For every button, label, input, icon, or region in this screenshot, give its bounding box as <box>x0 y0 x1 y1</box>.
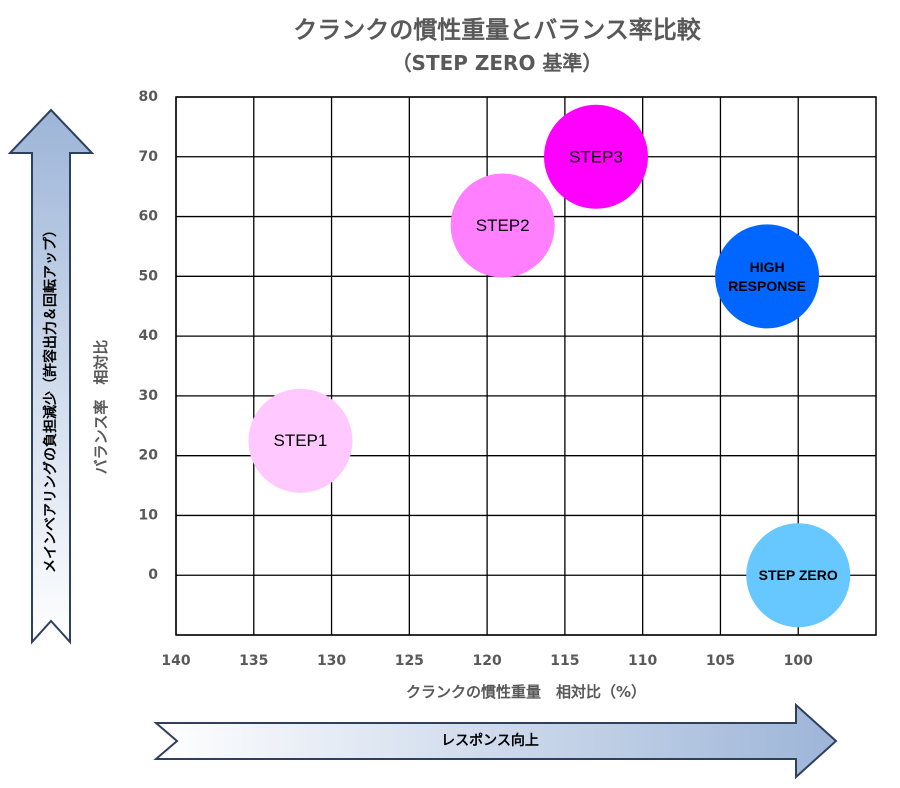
y-tick-label: 0 <box>148 567 158 583</box>
y-tick-label: 10 <box>139 507 159 523</box>
bubble: HIGH RESPONSE <box>715 224 820 329</box>
bubble: STEP ZERO <box>746 523 851 628</box>
chart-subtitle: （STEP ZERO 基準） <box>392 51 603 75</box>
bubble-label: STEP3 <box>569 147 623 166</box>
bubble-label: RESPONSE <box>728 278 806 294</box>
bubble-label: STEP ZERO <box>759 567 838 583</box>
bubble: STEP3 <box>544 104 648 209</box>
horizontal-arrow: レスポンス向上 <box>153 702 838 780</box>
x-tick-label: 125 <box>395 653 424 669</box>
bubble: STEP1 <box>248 388 353 493</box>
bubble-circle <box>544 104 648 209</box>
bubble-circle <box>248 388 353 493</box>
x-tick-label: 140 <box>161 653 190 669</box>
y-axis-title: バランス率 相対比 <box>92 340 110 475</box>
bubble-circle <box>715 224 820 329</box>
plot-border <box>175 96 877 636</box>
x-axis-title: クランクの慣性重量 相対比（%） <box>406 683 646 701</box>
y-tick-label: 60 <box>139 209 159 225</box>
x-tick-label: 130 <box>317 653 346 669</box>
y-tick-label: 30 <box>139 388 159 404</box>
y-tick-label: 80 <box>139 89 159 105</box>
bubble-label: HIGH <box>750 259 785 275</box>
y-tick-label: 20 <box>139 448 159 464</box>
y-tick-label: 40 <box>139 328 159 344</box>
horizontal-arrow-label: レスポンス向上 <box>441 732 539 749</box>
bubble-circle <box>746 523 851 628</box>
y-tick-label: 50 <box>139 268 159 284</box>
y-tick-label: 70 <box>139 149 159 165</box>
vertical-arrow: メインベアリングの負担減少（許容出力＆回転アップ） <box>7 108 95 645</box>
x-tick-label: 120 <box>472 653 501 669</box>
vertical-arrow-label: メインベアリングの負担減少（許容出力＆回転アップ） <box>42 223 59 573</box>
bubble-label: STEP1 <box>274 431 328 450</box>
x-tick-label: 110 <box>628 653 657 669</box>
bubbles: STEP ZERO HIGH RESPONSE STEP1 STEP2 STEP3 <box>248 104 851 628</box>
x-tick-label: 100 <box>784 653 813 669</box>
x-tick-label: 115 <box>550 653 579 669</box>
chart-title: クランクの慣性重量とバランス率比較 <box>293 16 702 44</box>
axis-ticks: 140 135 130 125 120 115 110 105 100 0 10 20 30 40 50 60… <box>139 89 814 669</box>
x-tick-label: 105 <box>706 653 735 669</box>
bubble: STEP2 <box>450 173 555 278</box>
bubble-label: STEP2 <box>476 216 530 235</box>
x-tick-label: 135 <box>239 653 268 669</box>
bubble-circle <box>450 173 555 278</box>
